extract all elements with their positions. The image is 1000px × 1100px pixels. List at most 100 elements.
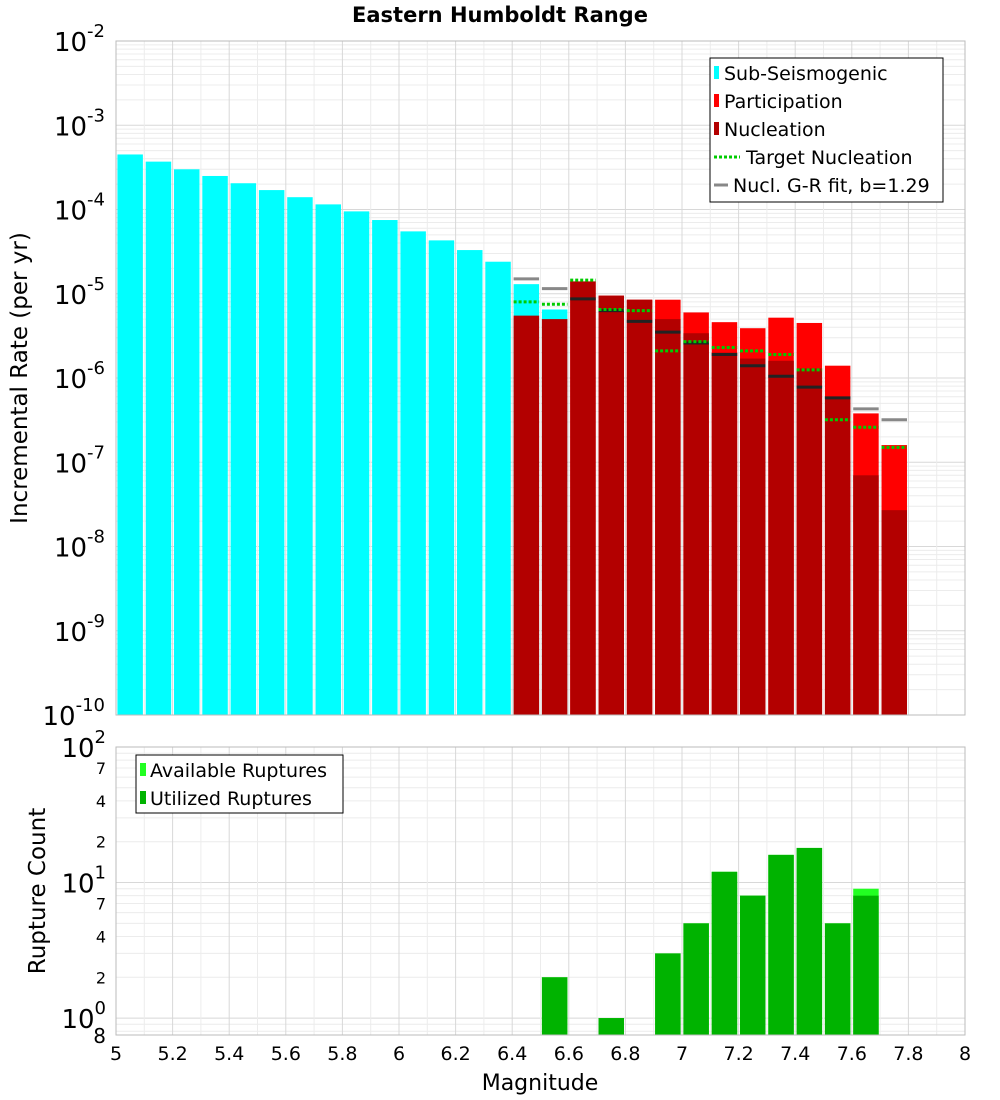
sub-seismogenic-bar: [428, 240, 455, 715]
legend-swatch-participation: [714, 94, 719, 107]
bottom-y-tick-label: 100: [61, 998, 106, 1035]
x-tick-label: 6: [393, 1043, 405, 1065]
top-y-tick-label-base: 10: [43, 702, 76, 732]
top-y-tick-label: 10-2: [54, 21, 105, 58]
top-y-tick-label-exp: -5: [87, 274, 105, 295]
legend-label-nucleation: Nucleation: [724, 119, 826, 141]
x-tick-label: 6.4: [497, 1043, 527, 1065]
top-y-tick-label-exp: -6: [87, 358, 105, 379]
legend-label-participation: Participation: [724, 91, 843, 113]
chart-title: Eastern Humboldt Range: [352, 3, 648, 27]
bottom-y-axis-label: Rupture Count: [25, 808, 51, 974]
top-plot-frame: [115, 40, 966, 716]
sub-seismogenic-bar: [202, 175, 228, 715]
nucleation-bar: [570, 281, 596, 715]
utilized-ruptures-bar: [824, 923, 851, 1035]
top-y-tick-label: 10-6: [54, 358, 105, 395]
nucleation-bar: [598, 295, 624, 715]
sub-seismogenic-bar: [117, 154, 143, 715]
top-y-tick-label-exp: -4: [87, 190, 105, 211]
nucleation-bar: [626, 299, 653, 715]
legend-swatch-sub-seismogenic: [714, 66, 719, 79]
x-tick-label: 7.6: [837, 1043, 867, 1065]
x-tick-label: 7: [676, 1043, 688, 1065]
sub-seismogenic-bar: [400, 231, 426, 715]
nucleation-bar: [768, 360, 794, 715]
top-y-tick-label: 10-8: [54, 527, 105, 564]
top-y-tick-label-base: 10: [54, 449, 87, 479]
legend-label-utilized-ruptures: Utilized Ruptures: [150, 788, 312, 810]
bottom-y-tick-label: 102: [61, 727, 106, 764]
top-y-tick-label-exp: -7: [87, 442, 105, 463]
x-tick-label: 5: [110, 1043, 122, 1065]
legend-label-nucl-gr-fit: Nucl. G-R fit, b=1.29: [733, 175, 930, 197]
bottom-y-tick-label: 7: [96, 759, 106, 778]
x-tick-label: 7.8: [893, 1043, 923, 1065]
x-tick-label: 7.2: [723, 1043, 753, 1065]
top-y-tick-label-base: 10: [54, 365, 87, 395]
bottom-y-tick-label: 7: [96, 895, 106, 914]
nucleation-bar: [853, 475, 879, 715]
utilized-ruptures-bar: [683, 923, 709, 1035]
bottom-y-tick-label: 101: [61, 863, 106, 900]
nucleation-bar: [711, 352, 738, 715]
sub-seismogenic-bar: [457, 250, 483, 716]
top-legend: Sub-Seismogenic Participation Nucleation…: [709, 57, 944, 203]
bottom-y-tick-label: 2: [96, 833, 106, 852]
top-y-tick-label-exp: -2: [87, 21, 105, 42]
utilized-ruptures-bar: [598, 1018, 624, 1035]
nucleation-bar: [541, 319, 568, 715]
legend-label-available-ruptures: Available Ruptures: [150, 760, 327, 782]
top-y-tick-label: 10-3: [54, 105, 105, 142]
top-y-tick-label-base: 10: [54, 112, 87, 142]
nucleation-bar: [796, 368, 823, 715]
top-y-tick-label-exp: -10: [76, 695, 105, 716]
x-tick-label: 7.4: [780, 1043, 810, 1065]
utilized-ruptures-bar: [711, 871, 738, 1035]
bottom-y-tick-label-base: 10: [61, 870, 94, 900]
x-axis-label: Magnitude: [482, 1071, 599, 1096]
top-y-axis-label: Incremental Rate (per yr): [7, 232, 33, 524]
legend-swatch-available-ruptures: [140, 763, 146, 776]
legend-label-sub-seismogenic: Sub-Seismogenic: [724, 63, 888, 85]
bottom-y-tick-label: 8: [93, 1024, 106, 1048]
sub-seismogenic-bar: [287, 197, 313, 715]
top-y-tick-label-exp: -9: [87, 611, 105, 632]
bottom-y-tick-label-exp: 2: [95, 727, 106, 748]
sub-seismogenic-bar: [485, 261, 511, 715]
top-y-tick-label-exp: -8: [87, 527, 105, 548]
sub-seismogenic-bar: [145, 161, 172, 715]
bottom-bars: [541, 847, 879, 1035]
x-ticks: 5 5.2 5.4 5.6 5.8 6 6.2 6.4 6.6 6.8 7 7.2 7.4 7.6 7.8 8: [110, 1043, 971, 1065]
x-tick-label: 5.6: [271, 1043, 301, 1065]
utilized-ruptures-bar: [655, 953, 681, 1035]
top-y-tick-label-base: 10: [54, 618, 87, 648]
top-legend-box: [709, 57, 944, 203]
x-tick-label: 6.8: [610, 1043, 640, 1065]
nucleation-bar: [740, 358, 766, 715]
top-y-tick-label: 10-5: [54, 274, 105, 311]
bottom-legend: Available Ruptures Utilized Ruptures: [135, 754, 344, 814]
legend-swatch-nucleation: [714, 122, 719, 135]
top-y-tick-label-base: 10: [54, 534, 87, 564]
sub-seismogenic-bar: [315, 204, 341, 715]
bottom-y-tick-label: 4: [96, 927, 106, 946]
bottom-legend-box: [135, 754, 344, 814]
top-y-tick-label: 10-4: [54, 190, 105, 227]
x-tick-label: 5.4: [214, 1043, 244, 1065]
sub-seismogenic-bar: [230, 183, 257, 715]
x-tick-label: 6.2: [440, 1043, 470, 1065]
top-y-tick-label-base: 10: [54, 197, 87, 227]
bottom-y-tick-label-exp: 1: [95, 863, 106, 884]
nucleation-bar: [824, 396, 851, 715]
x-tick-label: 5.2: [157, 1043, 187, 1065]
x-tick-label: 6.6: [554, 1043, 584, 1065]
sub-seismogenic-bar: [258, 190, 285, 716]
utilized-ruptures-bar: [796, 847, 823, 1035]
sub-seismogenic-bar: [372, 220, 398, 715]
x-tick-label: 5.8: [327, 1043, 357, 1065]
sub-seismogenic-bar: [343, 211, 370, 716]
bottom-y-tick-label-base: 10: [61, 734, 94, 764]
top-y-tick-label-exp: -3: [87, 105, 105, 126]
